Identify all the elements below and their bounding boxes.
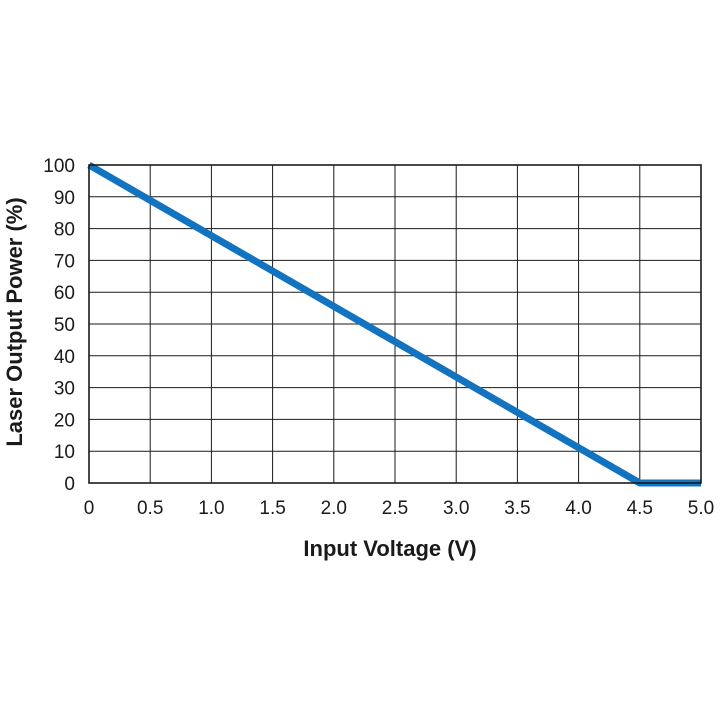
y-tick-label: 70 (54, 251, 75, 272)
y-tick-label: 0 (64, 474, 75, 495)
x-tick-label: 4.5 (627, 498, 653, 519)
x-tick-label: 0.5 (137, 498, 163, 519)
y-tick-label: 100 (43, 156, 75, 177)
y-tick-label: 80 (54, 220, 75, 241)
x-tick-label: 1.5 (259, 498, 285, 519)
x-tick-label: 4.0 (565, 498, 591, 519)
y-axis-label: Laser Output Power (%) (2, 197, 27, 446)
y-tick-labels: 0 10 20 30 40 50 60 70 80 90 100 (43, 156, 75, 495)
y-tick-label: 90 (54, 188, 75, 209)
x-tick-label: 3.5 (504, 498, 530, 519)
y-tick-label: 30 (54, 379, 75, 400)
grid (89, 165, 701, 483)
x-axis-label: Input Voltage (V) (303, 536, 476, 561)
x-tick-label: 2.5 (382, 498, 408, 519)
x-tick-label: 3.0 (443, 498, 469, 519)
x-tick-label: 1.0 (198, 498, 224, 519)
y-tick-label: 20 (54, 410, 75, 431)
plot-frame (88, 164, 702, 484)
x-tick-label: 2.0 (321, 498, 347, 519)
x-tick-labels: 0 0.5 1.0 1.5 2.0 2.5 3.0 3.5 4.0 4.5 5.0 (84, 498, 715, 519)
y-tick-label: 40 (54, 347, 75, 368)
y-tick-label: 10 (54, 442, 75, 463)
x-tick-label: 0 (84, 498, 95, 519)
y-tick-label: 60 (54, 283, 75, 304)
y-tick-label: 50 (54, 315, 75, 336)
x-tick-label: 5.0 (688, 498, 714, 519)
